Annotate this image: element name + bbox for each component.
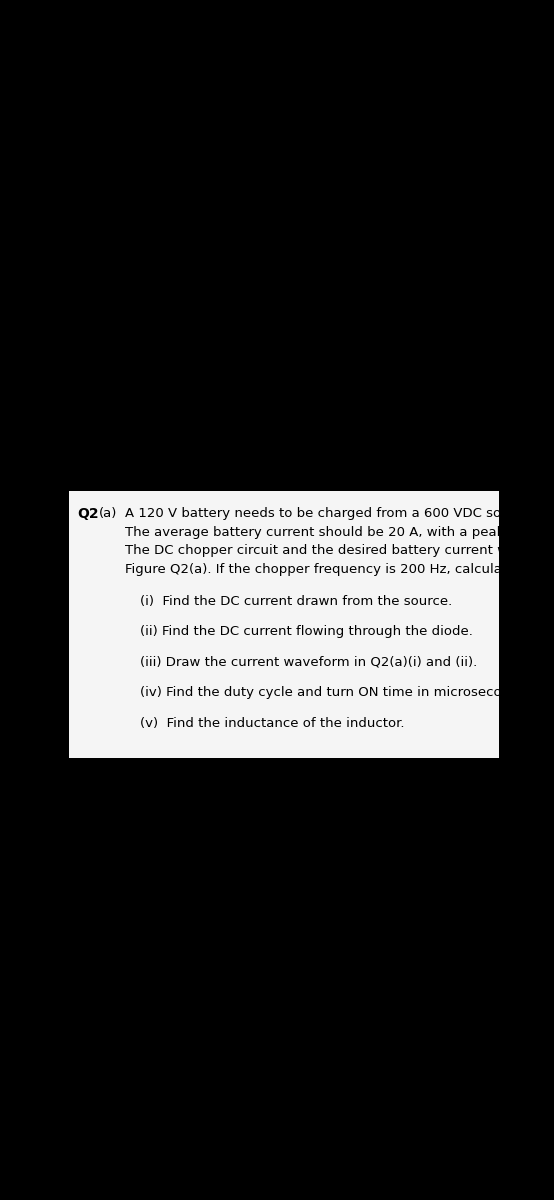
Text: A 120 V battery needs to be charged from a 600 VDC source using a DC chopper.: A 120 V battery needs to be charged from… [125,508,554,520]
Bar [69,491,499,758]
Text: The average battery current should be 20 A, with a peak-to-peak ripple of 2 Amps: The average battery current should be 20… [125,526,554,539]
Text: (a): (a) [99,508,117,520]
Text: Q2: Q2 [77,508,99,521]
Text: (iii) Draw the current waveform in Q2(a)(i) and (ii).: (iii) Draw the current waveform in Q2(a)… [140,656,478,668]
Text: (ii) Find the DC current flowing through the diode.: (ii) Find the DC current flowing through… [140,625,473,638]
Text: Figure Q2(a). If the chopper frequency is 200 Hz, calculate the following:: Figure Q2(a). If the chopper frequency i… [125,563,554,576]
Text: The DC chopper circuit and the desired battery current waveform are shown in: The DC chopper circuit and the desired b… [125,544,554,557]
Text: (iv) Find the duty cycle and turn ON time in microsecond.: (iv) Find the duty cycle and turn ON tim… [140,686,523,700]
Text: (v)  Find the inductance of the inductor.: (v) Find the inductance of the inductor. [140,716,404,730]
Text: (i)  Find the DC current drawn from the source.: (i) Find the DC current drawn from the s… [140,595,453,608]
